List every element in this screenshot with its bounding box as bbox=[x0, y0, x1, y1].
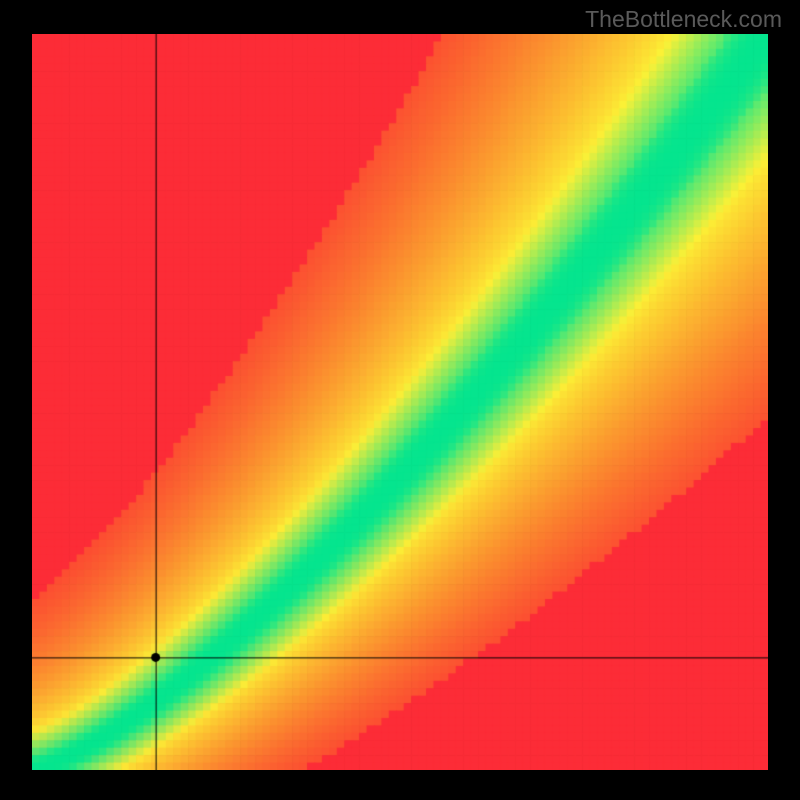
heatmap-canvas bbox=[32, 34, 768, 770]
bottleneck-heatmap bbox=[32, 34, 768, 770]
watermark-text: TheBottleneck.com bbox=[585, 6, 782, 33]
